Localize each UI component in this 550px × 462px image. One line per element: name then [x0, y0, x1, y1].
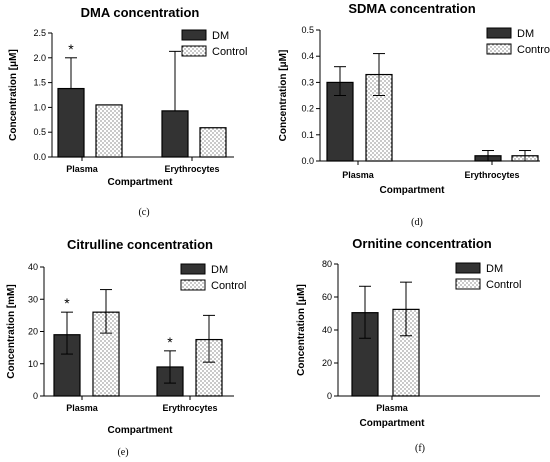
chart-title: Ornitine concentration — [352, 236, 491, 251]
y-tick-label: 0.5 — [301, 25, 314, 35]
legend-label-control: Control — [486, 279, 521, 291]
x-tick-label: Plasma — [66, 164, 99, 174]
y-tick-label: 80 — [322, 259, 332, 269]
x-tick-label: Plasma — [66, 403, 99, 413]
legend-label-control: Control — [517, 44, 550, 56]
x-tick-label: Plasma — [342, 170, 375, 180]
panel-label: (c) — [138, 207, 149, 218]
legend-label-control: Control — [211, 280, 246, 292]
x-tick-label: Erythrocytes — [464, 170, 519, 180]
legend-label-dm: DM — [211, 264, 228, 276]
y-tick-label: 1.5 — [33, 78, 46, 88]
y-tick-label: 60 — [322, 292, 332, 302]
bar-control-plasma — [95, 104, 123, 158]
x-axis-label: Compartment — [359, 418, 425, 429]
x-axis-label: Compartment — [107, 177, 173, 188]
chart-panel-1: SDMA concentration 0.0 0.1 0.2 0.3 0.4 0.5 Conc… — [278, 1, 550, 228]
y-axis-label: Concentration [μM] — [278, 50, 289, 142]
x-tick-label: Plasma — [376, 403, 409, 413]
legend-label-dm: DM — [212, 30, 229, 42]
y-tick-label: 0.1 — [301, 130, 314, 140]
significance-star: * — [64, 295, 70, 311]
y-tick-label: 20 — [28, 327, 38, 337]
chart-panel-2: Citrulline concentration 0 10 20 30 40 Concent… — [6, 237, 246, 458]
legend-swatch-dm — [486, 27, 512, 39]
x-axis-label: Compartment — [379, 185, 445, 196]
y-tick-label: 20 — [322, 358, 332, 368]
x-axis-label: Compartment — [107, 425, 173, 436]
significance-star: * — [68, 41, 74, 57]
y-tick-label: 0.4 — [301, 51, 314, 61]
chart-panel-0: DMA concentration 0.0 0.5 1.0 1.5 2.0 2.5 Conce… — [8, 5, 247, 218]
y-tick-label: 0.2 — [301, 104, 314, 114]
y-axis-label: Concentration [μM] — [8, 49, 19, 141]
legend-swatch-dm — [181, 29, 207, 41]
y-tick-label: 10 — [28, 359, 38, 369]
bar-control-erythrocytes — [199, 127, 227, 158]
panel-label: (d) — [411, 217, 423, 228]
legend-swatch-dm — [455, 262, 481, 274]
chart-panel-3: Ornitine concentration 0 20 40 60 80 Concentra… — [296, 236, 540, 454]
x-tick-label: Erythrocytes — [164, 164, 219, 174]
y-tick-label: 30 — [28, 294, 38, 304]
panel-label: (e) — [117, 447, 128, 458]
y-tick-label: 0.0 — [301, 156, 314, 166]
y-tick-label: 0.5 — [33, 127, 46, 137]
y-tick-label: 2.5 — [33, 28, 46, 38]
y-tick-label: 40 — [322, 325, 332, 335]
legend-label-dm: DM — [517, 28, 534, 40]
significance-star: * — [167, 334, 173, 350]
legend-swatch-control — [180, 279, 206, 291]
bar-dm-erythrocytes — [161, 110, 189, 158]
bar-dm-plasma — [57, 87, 85, 158]
y-axis-label: Concentration [μM] — [296, 284, 307, 376]
y-tick-label: 0.3 — [301, 77, 314, 87]
y-tick-label: 0 — [327, 391, 332, 401]
legend-swatch-control — [181, 45, 207, 57]
panel-label: (f) — [415, 443, 425, 454]
legend-swatch-control — [455, 278, 481, 290]
y-axis-label: Concentration [mM] — [6, 284, 17, 378]
legend-swatch-dm — [180, 263, 206, 275]
y-tick-label: 1.0 — [33, 102, 46, 112]
chart-title: DMA concentration — [81, 5, 200, 20]
legend-swatch-control — [486, 43, 512, 55]
y-tick-label: 0.0 — [33, 152, 46, 162]
chart-title: Citrulline concentration — [67, 237, 213, 252]
legend-label-dm: DM — [486, 263, 503, 275]
chart-title: SDMA concentration — [348, 1, 475, 16]
x-tick-label: Erythrocytes — [162, 403, 217, 413]
legend-label-control: Control — [212, 46, 247, 58]
y-tick-label: 0 — [33, 391, 38, 401]
y-tick-label: 40 — [28, 262, 38, 272]
y-tick-label: 2.0 — [33, 53, 46, 63]
